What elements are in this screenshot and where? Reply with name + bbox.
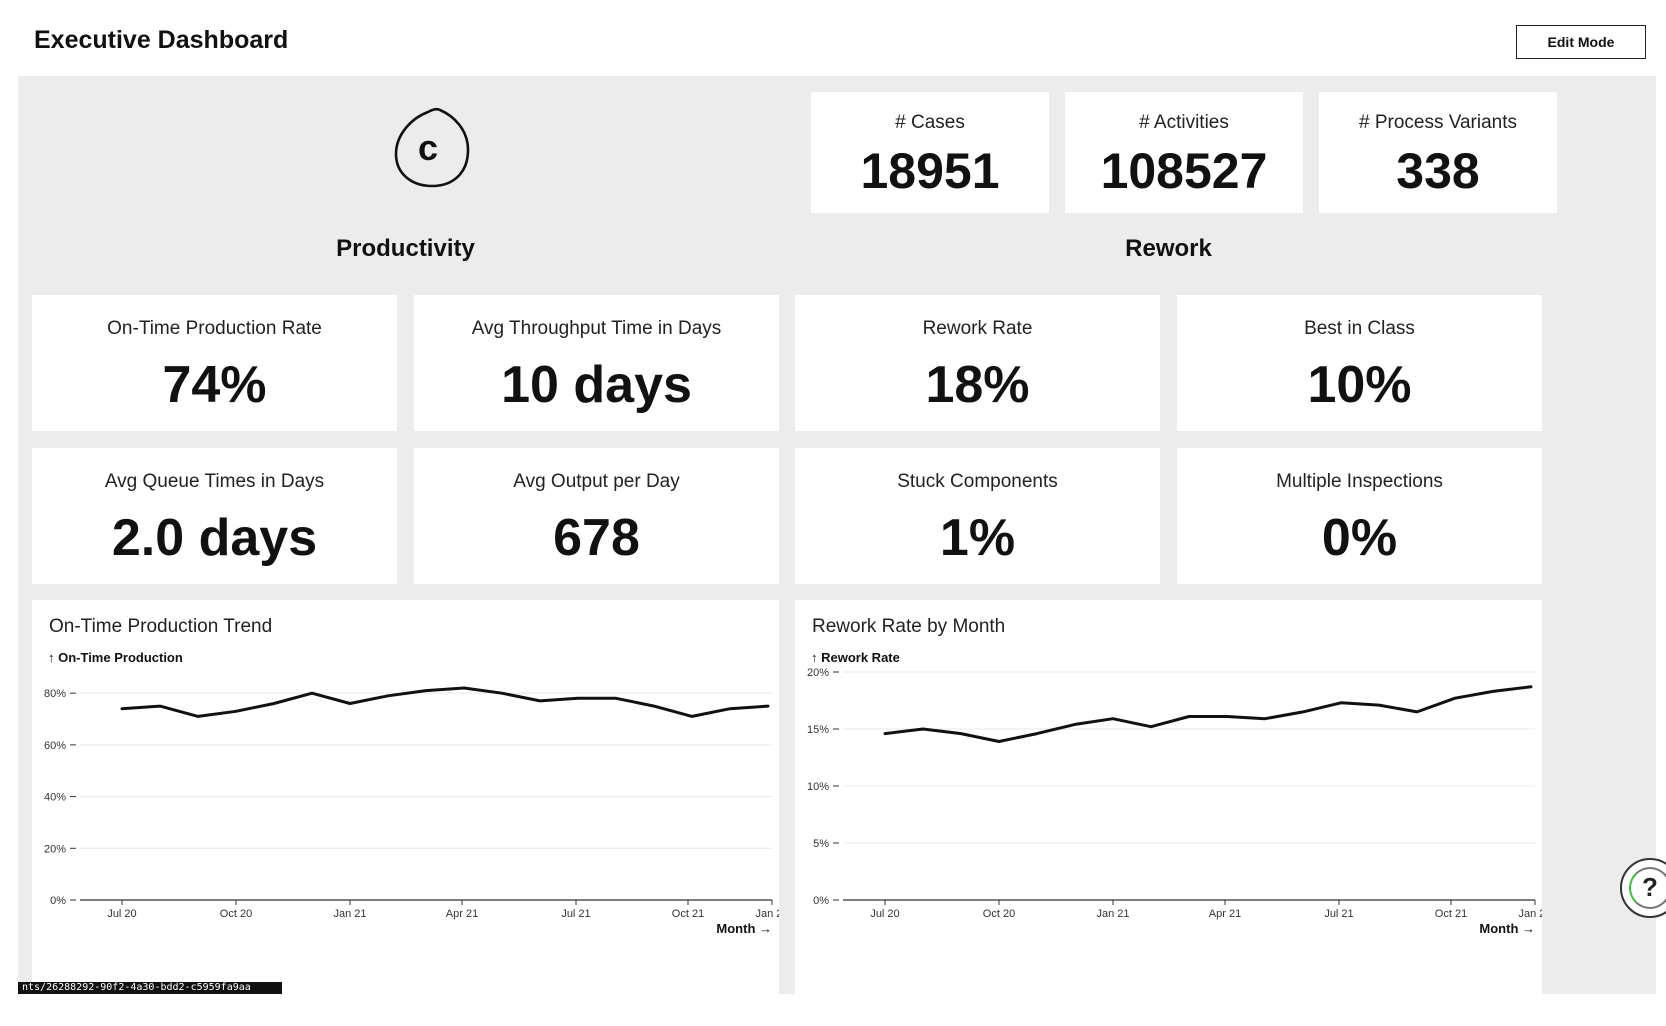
logo-letter: c xyxy=(418,127,438,168)
x-tick-label: Jul 20 xyxy=(870,908,899,920)
series-line xyxy=(883,685,1533,743)
kpi-card-stuck-components[interactable]: Stuck Components 1% xyxy=(795,448,1160,584)
y-tick-label: 60% xyxy=(44,740,66,752)
kpi-label: Avg Queue Times in Days xyxy=(104,471,325,492)
kpi-label: # Process Variants xyxy=(1358,112,1518,133)
y-axis-label: ↑ On-Time Production xyxy=(48,650,183,665)
series-line xyxy=(120,686,770,718)
line-chart: ↑ Rework Rate 0% 5% 10% 15% 20% Jul 20 Oct 20 Ja… xyxy=(807,650,1542,936)
x-tick-label: Oct 21 xyxy=(1435,908,1467,920)
kpi-label: Best in Class xyxy=(1304,318,1415,339)
kpi-value: 108527 xyxy=(1100,143,1268,199)
kpi-card-avg-queue-times[interactable]: Avg Queue Times in Days 2.0 days xyxy=(32,448,397,584)
x-tick-label: Jan 22 xyxy=(755,908,779,920)
kpi-value: 10 days xyxy=(501,356,692,414)
kpi-card-best-in-class[interactable]: Best in Class 10% xyxy=(1177,295,1542,431)
y-tick-label: 80% xyxy=(44,688,66,700)
chart-title: Rework Rate by Month xyxy=(812,616,1006,637)
page-title: Executive Dashboard xyxy=(34,26,289,54)
help-ring-icon xyxy=(1629,867,1666,909)
kpi-card-multiple-inspections[interactable]: Multiple Inspections 0% xyxy=(1177,448,1542,584)
kpi-card-avg-throughput-time[interactable]: Avg Throughput Time in Days 10 days xyxy=(414,295,779,431)
kpi-value: 18951 xyxy=(860,143,1000,199)
y-tick-label: 0% xyxy=(50,895,66,907)
help-icon: ? xyxy=(1642,872,1658,902)
kpi-value: 0% xyxy=(1321,509,1398,567)
dashboard-canvas: c # Cases 18951 # Activities 108527 # Pr… xyxy=(18,76,1656,994)
section-title-rework: Rework xyxy=(1125,235,1212,262)
kpi-label: # Cases xyxy=(895,112,965,133)
chart-title: On-Time Production Trend xyxy=(49,616,273,637)
kpi-card-activities[interactable]: # Activities 108527 xyxy=(1065,92,1303,213)
kpi-card-rework-rate[interactable]: Rework Rate 18% xyxy=(795,295,1160,431)
kpi-value: 74% xyxy=(162,356,267,414)
kpi-value: 2.0 days xyxy=(111,509,318,567)
kpi-card-on-time-production-rate[interactable]: On-Time Production Rate 74% xyxy=(32,295,397,431)
x-tick-label: Oct 21 xyxy=(672,908,704,920)
edit-mode-button[interactable]: Edit Mode xyxy=(1516,25,1646,59)
kpi-label: Stuck Components xyxy=(897,471,1058,492)
x-axis-label: Month → xyxy=(1479,921,1535,936)
header: Executive Dashboard Edit Mode xyxy=(0,0,1666,76)
y-tick-label: 20% xyxy=(44,843,66,855)
kpi-label: Avg Throughput Time in Days xyxy=(471,318,722,339)
y-tick-label: 5% xyxy=(813,838,829,850)
kpi-label: Avg Output per Day xyxy=(513,471,680,492)
kpi-label: # Activities xyxy=(1139,112,1229,133)
kpi-card-cases[interactable]: # Cases 18951 xyxy=(811,92,1049,213)
kpi-card-process-variants[interactable]: # Process Variants 338 xyxy=(1319,92,1557,213)
kpi-value: 18% xyxy=(925,356,1030,414)
x-tick-label: Jan 22 xyxy=(1518,908,1542,920)
kpi-card-avg-output-per-day[interactable]: Avg Output per Day 678 xyxy=(414,448,779,584)
x-tick-label: Jul 20 xyxy=(107,908,136,920)
x-tick-label: Jan 21 xyxy=(333,908,366,920)
kpi-value: 10% xyxy=(1307,356,1412,414)
x-tick-label: Jan 21 xyxy=(1096,908,1129,920)
celonis-logo-icon: c xyxy=(394,107,470,188)
y-tick-label: 15% xyxy=(807,724,829,736)
kpi-value: 1% xyxy=(939,509,1016,567)
help-button[interactable]: ? xyxy=(1620,858,1666,918)
kpi-label: On-Time Production Rate xyxy=(107,318,322,339)
chart-on-time-production-trend[interactable]: On-Time Production Trend ↑ On-Time Produ… xyxy=(32,600,779,994)
x-tick-label: Oct 20 xyxy=(983,908,1015,920)
chart-rework-rate-by-month[interactable]: Rework Rate by Month ↑ Rework Rate 0% 5% 10… xyxy=(795,600,1542,994)
y-tick-label: 40% xyxy=(44,792,66,804)
status-bar-url: nts/26288292-90f2-4a30-bdd2-c5959fa9aa xyxy=(18,982,282,994)
y-tick-label: 10% xyxy=(807,781,829,793)
x-tick-label: Oct 20 xyxy=(220,908,252,920)
x-tick-label: Apr 21 xyxy=(1209,908,1241,920)
section-title-productivity: Productivity xyxy=(336,235,475,262)
kpi-label: Rework Rate xyxy=(922,318,1033,339)
y-axis-label: ↑ Rework Rate xyxy=(811,650,900,665)
y-tick-label: 20% xyxy=(807,667,829,679)
x-tick-label: Jul 21 xyxy=(1324,908,1353,920)
line-chart: ↑ On-Time Production 0% 20% 40% 60% 80% Jul 20… xyxy=(44,650,779,936)
x-tick-label: Apr 21 xyxy=(446,908,478,920)
x-tick-label: Jul 21 xyxy=(561,908,590,920)
y-tick-label: 0% xyxy=(813,895,829,907)
kpi-value: 338 xyxy=(1396,143,1480,199)
kpi-value: 678 xyxy=(553,509,640,567)
kpi-label: Multiple Inspections xyxy=(1276,471,1443,492)
x-axis-label: Month → xyxy=(716,921,772,936)
